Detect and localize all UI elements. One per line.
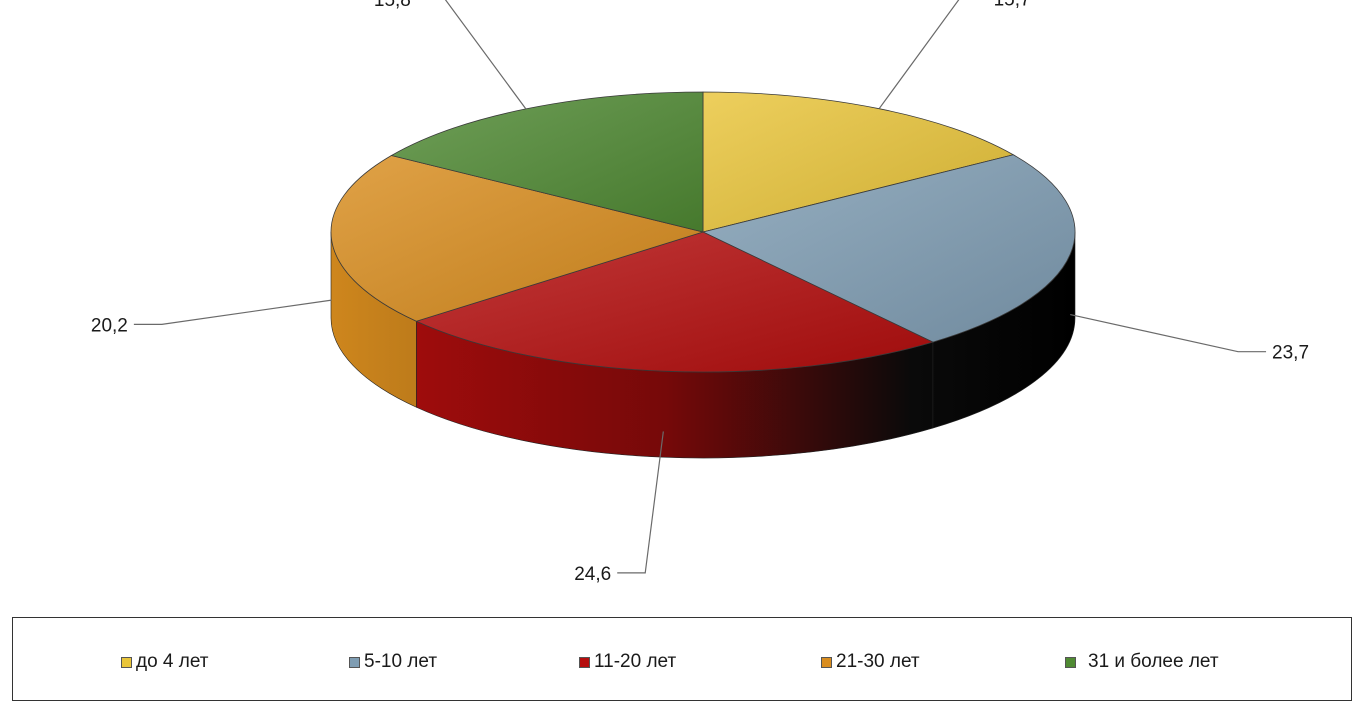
data-label-21-30-years: 20,2 [91,315,128,336]
pie-slice-up-to-4-years [702,91,1015,233]
legend-swatch [579,656,590,668]
data-label-up-to-4-years: 15,7 [994,0,1031,11]
leader-line-31-plus-years [444,0,527,110]
legend-item-31-plus-years: 31 и более лет [1065,651,1219,673]
data-label-31-plus-years: 15,8 [374,0,411,11]
legend-label: до 4 лет [136,651,209,672]
legend-label: 21-30 лет [836,651,920,672]
legend-item-21-30-years: 21-30 лет [821,651,920,673]
pie-chart: 15,7 23,7 24,6 20,2 15,8 [91,0,1309,585]
leader-line-up-to-4-years [878,0,960,110]
pie-slice-11-20-years [415,231,934,373]
legend-swatch [121,656,132,668]
legend-label: 5-10 лет [364,651,438,672]
pie-slice-5-10-years [701,154,1076,343]
legend-item-up-to-4-years: до 4 лет [121,651,209,673]
legend-swatch [349,656,360,668]
data-label-5-10-years: 23,7 [1272,343,1309,364]
pie-slice-31-plus-years [390,91,704,233]
legend: до 4 лет 5-10 лет 11-20 лет 21-30 лет 31… [12,617,1352,701]
pie-slice-21-30-years [330,155,705,322]
legend-swatch [1065,656,1076,668]
data-label-11-20-years: 24,6 [574,564,611,585]
legend-label: 11-20 лет [594,651,677,672]
legend-swatch [821,656,832,668]
legend-item-11-20-years: 11-20 лет [579,651,676,673]
legend-label: 31 и более лет [1088,651,1219,672]
leader-line-11-20-years [617,431,664,574]
legend-item-5-10-years: 5-10 лет [349,651,437,673]
leader-line-21-30-years [133,299,332,325]
leader-line-5-10-years [1070,313,1267,353]
